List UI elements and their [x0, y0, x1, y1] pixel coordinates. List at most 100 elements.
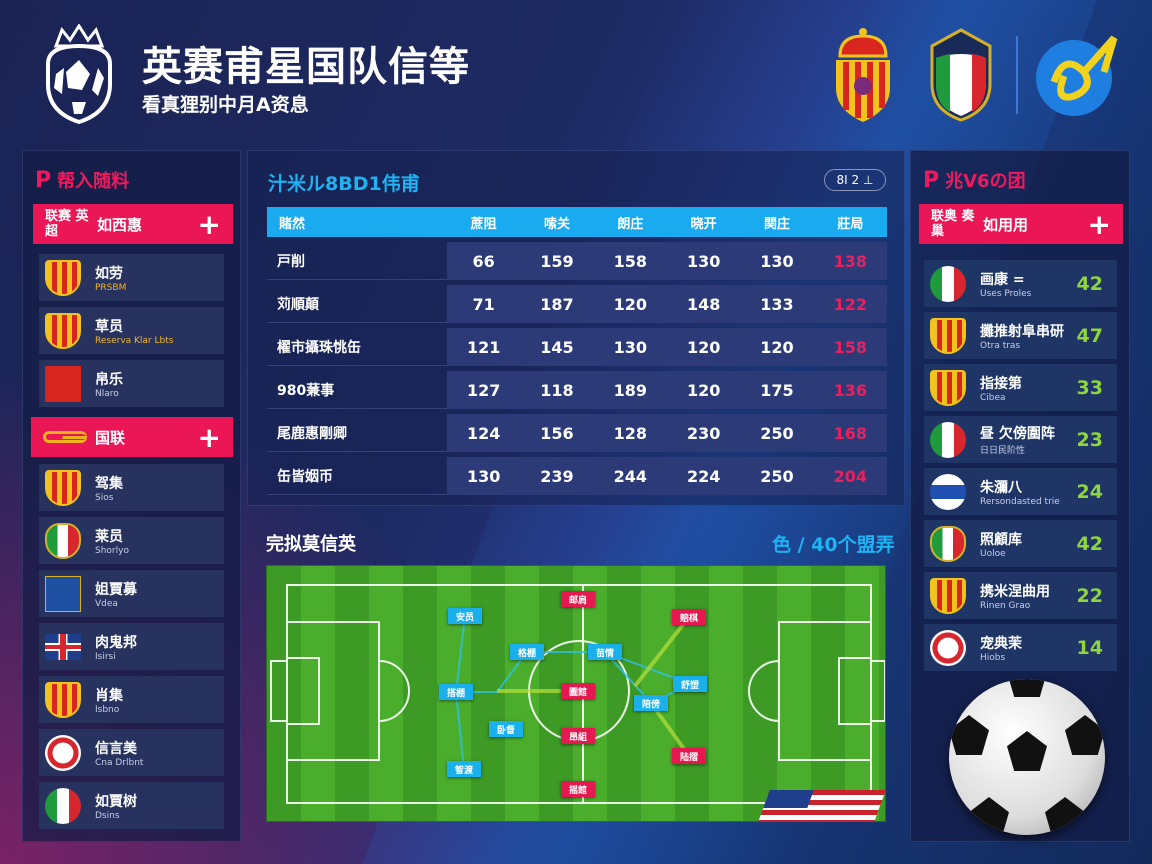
column-header[interactable]: 嗦关: [520, 207, 594, 237]
ranking-list-item[interactable]: 携米涅曲用 Rinen Grao 22: [924, 572, 1117, 619]
player-marker-home[interactable]: 舒塑: [673, 676, 707, 692]
player-marker-away[interactable]: 圖館: [561, 683, 595, 699]
team-list-item[interactable]: 草员 Reserva Klar Lbts: [39, 307, 224, 354]
formation-title: 完拟莫信英: [266, 534, 356, 555]
italy-flag-icon: [930, 421, 966, 458]
stat-cell: 189: [593, 371, 667, 409]
player-marker-away[interactable]: 赔棋: [672, 609, 706, 625]
left-panel-title-text: 帮入随料: [57, 171, 130, 192]
stat-cell: 66: [447, 242, 521, 280]
stat-cell: 175: [740, 371, 814, 409]
stat-cell: 159: [520, 242, 594, 280]
table-row[interactable]: 櫂市攝珠恌缶 121 145 130 120 120 158: [267, 328, 887, 366]
column-header[interactable]: 蔗阻: [447, 207, 521, 237]
row-label: 980蒹事: [267, 371, 447, 409]
table-row[interactable]: 尾鹿惠剛卿 124 156 128 230 250 168: [267, 414, 887, 452]
stats-filter-button[interactable]: 8I 2 ⊥: [824, 169, 886, 191]
shield-crest-icon: [930, 317, 966, 354]
team-subtitle: Reserva Klar Lbts: [95, 335, 174, 346]
right-header-button[interactable]: 联奥 奏巢 如用用 +: [919, 204, 1123, 244]
player-marker-away[interactable]: 昂組: [561, 728, 595, 744]
ranking-list-item[interactable]: 朱瀰八 Rersondasted trie 24: [924, 468, 1117, 515]
group2-label: 国联: [95, 428, 126, 447]
column-header[interactable]: 賭然: [267, 207, 447, 237]
team-subtitle: Dsins: [95, 810, 120, 821]
column-header[interactable]: 晓开: [666, 207, 741, 237]
team-name: 草员: [95, 318, 123, 335]
ranking-list-item[interactable]: 宠典茉 Hiobs 14: [924, 624, 1117, 671]
team-points: 33: [1076, 376, 1103, 399]
row-label: 櫂市攝珠恌缶: [267, 328, 447, 366]
right-panel: P 兆V6の团 联奥 奏巢 如用用 + 画康 = Uses Proles 42 攤推射阜…: [910, 150, 1130, 842]
stat-cell: 71: [447, 285, 521, 323]
team-name: 攤推射阜串研: [980, 323, 1064, 340]
team-list-item[interactable]: 帛乐 Nlaro: [39, 360, 224, 407]
team-list-item[interactable]: 信言美 Cna Drlbnt: [39, 729, 224, 776]
stat-cell: 224: [666, 457, 741, 495]
group1-label: 如西惠: [97, 215, 143, 234]
table-row[interactable]: 苅順顛 71 187 120 148 133 122: [267, 285, 887, 323]
page-title: 英赛甫星国队信等: [142, 44, 470, 90]
group1-header-button[interactable]: 联赛 英超 如西惠 +: [33, 204, 233, 244]
player-marker-away[interactable]: 陆摺: [672, 748, 706, 764]
team-list-item[interactable]: 肉鬼邦 Isirsi: [39, 623, 224, 670]
player-marker-home[interactable]: 格棚: [510, 644, 544, 660]
ranking-list-item[interactable]: 画康 = Uses Proles 42: [924, 260, 1117, 307]
player-marker-home[interactable]: 卧督: [489, 721, 523, 737]
team-points: 24: [1076, 480, 1103, 503]
blue-club-badge-icon[interactable]: [1034, 32, 1120, 118]
group2-header-button[interactable]: 国联 +: [31, 417, 233, 457]
team-list-item[interactable]: 肖集 Isbno: [39, 676, 224, 723]
plus-icon[interactable]: +: [197, 207, 221, 241]
player-marker-away[interactable]: 摇館: [561, 781, 595, 797]
team-list-item[interactable]: 如賈树 Dsins: [39, 782, 224, 829]
player-marker-away[interactable]: 邮肩: [561, 591, 595, 607]
player-marker-home[interactable]: 搭棚: [439, 684, 473, 700]
ranking-list-item[interactable]: 昼 欠傍圍阵 日日民阶性 23: [924, 416, 1117, 463]
stat-cell: 158: [813, 328, 887, 366]
team-points: 42: [1076, 272, 1103, 295]
player-marker-home[interactable]: 智渡: [447, 761, 481, 777]
team-list-item[interactable]: 如劳 PRSBM: [39, 254, 224, 301]
team-subtitle: Vdea: [95, 598, 118, 609]
blue-flag-icon: [45, 575, 81, 612]
player-marker-home[interactable]: 安员: [448, 608, 482, 624]
column-header[interactable]: 朗庄: [593, 207, 667, 237]
formation-pitch[interactable]: 安员格棚 苗情搭棚 舒塑 陪傍卧督智渡 邮肩赔棋圖館昂組陆摺摇館: [266, 565, 886, 822]
ranking-list-item[interactable]: 照顧库 Uoloe 42: [924, 520, 1117, 567]
italy-crest-icon: [930, 525, 966, 562]
team-subtitle: Isbno: [95, 704, 120, 715]
ranking-list-item[interactable]: 指接第 Cibea 33: [924, 364, 1117, 411]
table-row[interactable]: 戸削 66 159 158 130 130 138: [267, 242, 887, 280]
stats-table: 賭然 蔗阻 嗦关 朗庄 晓开 関庄 莊局戸削 66 159 158 130 130 138 苅順顛 71 18…: [267, 202, 887, 500]
stat-cell: 244: [593, 457, 667, 495]
ranking-list-item[interactable]: 攤推射阜串研 Otra tras 47: [924, 312, 1117, 359]
plus-icon[interactable]: +: [197, 420, 221, 454]
team-subtitle: Hiobs: [980, 652, 1006, 663]
column-header[interactable]: 関庄: [740, 207, 814, 237]
team-subtitle: Shorlyo: [95, 545, 129, 556]
team-list-item[interactable]: 姐賈募 Vdea: [39, 570, 224, 617]
player-marker-home[interactable]: 苗情: [588, 644, 622, 660]
header-divider: [1016, 36, 1018, 114]
team-list-item[interactable]: 驾集 Sios: [39, 464, 224, 511]
left-panel-title: P 帮入随料: [35, 167, 129, 193]
shield-crest-icon[interactable]: [830, 26, 896, 124]
player-marker-home[interactable]: 陪傍: [634, 695, 668, 711]
right-tag: 联奥 奏巢: [931, 209, 975, 239]
stat-cell: 120: [593, 285, 667, 323]
column-header[interactable]: 莊局: [813, 207, 887, 237]
team-list-item[interactable]: 莱员 Shorlyo: [39, 517, 224, 564]
shield-crest-icon: [45, 469, 81, 506]
team-name: 肖集: [95, 687, 123, 704]
table-row[interactable]: 缶皆姻币 130 239 244 224 250 204: [267, 457, 887, 495]
team-subtitle: Uoloe: [980, 548, 1006, 559]
team-points: 42: [1076, 532, 1103, 555]
stat-cell: 130: [593, 328, 667, 366]
italy-crest-icon[interactable]: [928, 26, 994, 124]
table-row[interactable]: 980蒹事 127 118 189 120 175 136: [267, 371, 887, 409]
team-points: 14: [1076, 636, 1103, 659]
plus-icon[interactable]: +: [1087, 207, 1111, 241]
team-name: 信言美: [95, 740, 137, 757]
shield-crest-icon: [45, 312, 81, 349]
